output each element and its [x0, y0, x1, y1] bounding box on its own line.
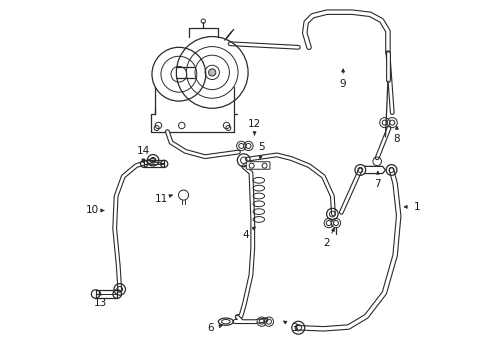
Text: 13: 13	[93, 298, 106, 309]
Text: 5: 5	[258, 142, 264, 152]
Text: 10: 10	[86, 206, 99, 216]
Text: 9: 9	[339, 79, 346, 89]
Text: 1: 1	[413, 202, 420, 212]
Text: 6: 6	[207, 323, 214, 333]
Text: 12: 12	[247, 119, 261, 129]
Text: 7: 7	[374, 179, 381, 189]
Text: 11: 11	[155, 194, 168, 204]
Text: 2: 2	[323, 238, 330, 248]
Circle shape	[208, 69, 215, 76]
Text: 3: 3	[290, 323, 297, 333]
Text: 4: 4	[242, 230, 248, 240]
Text: 8: 8	[393, 135, 399, 144]
Text: 14: 14	[137, 146, 150, 156]
FancyBboxPatch shape	[246, 162, 269, 169]
